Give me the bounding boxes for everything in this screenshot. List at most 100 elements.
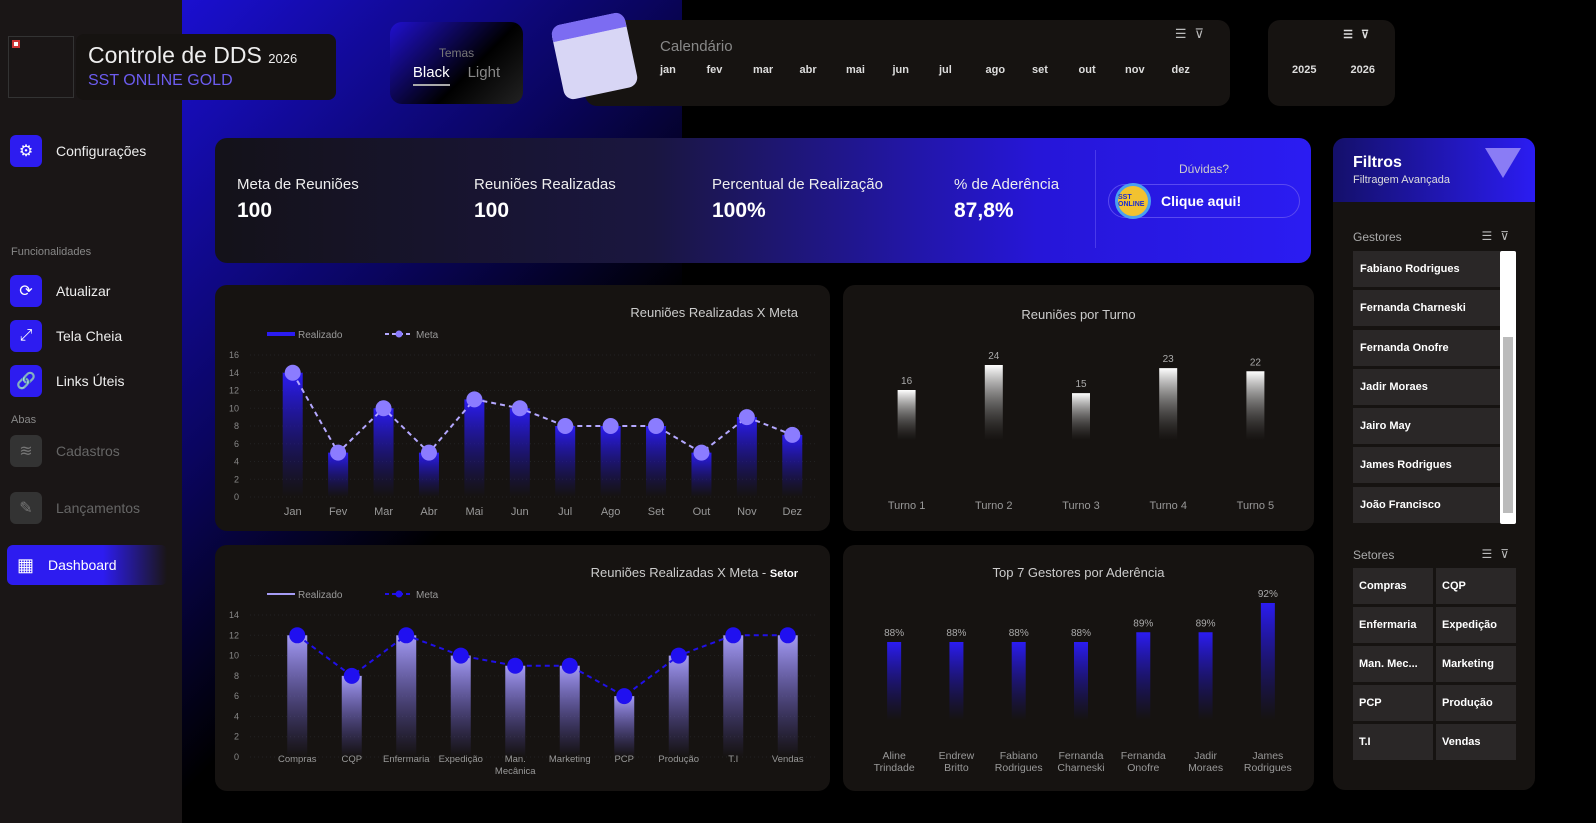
bar[interactable] xyxy=(949,642,964,720)
bar-realizado[interactable] xyxy=(287,635,308,757)
gestores-scrollbar[interactable] xyxy=(1500,251,1516,524)
sidebar-item-configuracoes[interactable]: ⚙ Configurações xyxy=(10,135,146,167)
month-fev[interactable]: fev xyxy=(706,64,723,76)
sidebar-item-cadastros[interactable]: ≋ Cadastros xyxy=(10,435,120,467)
year-2026[interactable]: 2026 xyxy=(1350,64,1375,76)
bar[interactable] xyxy=(984,365,1003,440)
gestor-item[interactable]: Fernanda Onofre xyxy=(1353,329,1516,366)
theme-light[interactable]: Light xyxy=(467,64,501,81)
meta-point[interactable] xyxy=(561,657,578,674)
bar-realizado[interactable] xyxy=(328,452,349,497)
gestor-item[interactable]: Jadir Moraes xyxy=(1353,368,1516,405)
bar-realizado[interactable] xyxy=(723,635,744,757)
sidebar-item-links[interactable]: 🔗 Links Úteis xyxy=(10,365,124,397)
gestor-item[interactable]: James Rodrigues xyxy=(1353,447,1516,484)
gestor-item[interactable]: Fabiano Rodrigues xyxy=(1353,251,1516,287)
setor-item[interactable]: Marketing xyxy=(1436,646,1516,682)
setor-item[interactable]: Vendas xyxy=(1436,724,1516,760)
meta-point[interactable] xyxy=(670,647,687,664)
meta-point[interactable] xyxy=(693,444,710,461)
meta-point[interactable] xyxy=(507,657,524,674)
bar[interactable] xyxy=(1198,632,1213,720)
setor-item[interactable]: T.I xyxy=(1353,724,1433,760)
sidebar-item-atualizar[interactable]: ⟳ Atualizar xyxy=(10,275,110,307)
meta-point[interactable] xyxy=(557,418,574,434)
bar-realizado[interactable] xyxy=(373,408,394,497)
meta-point[interactable] xyxy=(284,364,301,381)
gestor-item[interactable]: João Francisco xyxy=(1353,486,1516,523)
bar-realizado[interactable] xyxy=(418,452,439,497)
theme-black[interactable]: Black xyxy=(412,64,450,86)
setor-item[interactable]: Enfermaria xyxy=(1353,607,1433,643)
bar-realizado[interactable] xyxy=(559,665,580,757)
clear-filter-icon[interactable]: ⊽ xyxy=(1194,26,1212,41)
bar-realizado[interactable] xyxy=(509,408,530,497)
bar-realizado[interactable] xyxy=(782,434,803,497)
month-abr[interactable]: abr xyxy=(799,64,817,76)
clear-filter-icon[interactable]: ⊽ xyxy=(1500,547,1517,561)
scrollbar-thumb[interactable] xyxy=(1503,337,1513,513)
setor-item[interactable]: PCP xyxy=(1353,685,1433,721)
bar-realizado[interactable] xyxy=(600,426,621,497)
bar[interactable] xyxy=(1072,393,1090,440)
meta-point[interactable] xyxy=(330,444,347,461)
month-mai[interactable]: mai xyxy=(846,64,865,76)
meta-point[interactable] xyxy=(511,400,528,417)
month-mar[interactable]: mar xyxy=(753,64,774,76)
month-nov[interactable]: nov xyxy=(1125,64,1145,76)
setor-item[interactable]: Produção xyxy=(1436,685,1516,721)
meta-point[interactable] xyxy=(452,647,469,664)
bar-realizado[interactable] xyxy=(691,452,712,497)
month-ago[interactable]: ago xyxy=(985,64,1006,76)
setor-item[interactable]: Man. Mec... xyxy=(1353,646,1433,682)
meta-point[interactable] xyxy=(648,418,665,434)
bar-realizado[interactable] xyxy=(396,635,417,757)
bar-realizado[interactable] xyxy=(646,426,667,497)
bar[interactable] xyxy=(1246,371,1265,440)
meta-point[interactable] xyxy=(343,667,360,684)
bar-realizado[interactable] xyxy=(505,665,526,757)
bar[interactable] xyxy=(1136,632,1151,720)
multi-select-icon[interactable]: ☰ xyxy=(1481,229,1501,243)
year-2025[interactable]: 2025 xyxy=(1292,64,1317,76)
setor-item[interactable]: Compras xyxy=(1353,568,1433,604)
multi-select-icon[interactable]: ☰ xyxy=(1174,26,1195,41)
clear-filter-icon[interactable]: ⊽ xyxy=(1360,29,1377,41)
meta-point[interactable] xyxy=(738,409,755,426)
meta-point[interactable] xyxy=(725,627,742,644)
bar-realizado[interactable] xyxy=(736,417,757,497)
bar-realizado[interactable] xyxy=(450,655,471,757)
sidebar-item-dashboard[interactable]: ▦ Dashboard xyxy=(7,545,167,585)
meta-point[interactable] xyxy=(289,627,306,644)
multi-select-icon[interactable]: ☰ xyxy=(1343,29,1361,41)
bar-realizado[interactable] xyxy=(614,696,635,757)
setor-item[interactable]: CQP xyxy=(1436,568,1516,604)
sidebar-item-lancamentos[interactable]: ✎ Lançamentos xyxy=(10,492,140,524)
multi-select-icon[interactable]: ☰ xyxy=(1481,547,1501,561)
bar[interactable] xyxy=(1011,642,1026,720)
meta-point[interactable] xyxy=(784,426,801,443)
bar[interactable] xyxy=(897,390,916,440)
month-out[interactable]: out xyxy=(1078,64,1096,76)
meta-point[interactable] xyxy=(779,627,796,644)
month-jul[interactable]: jul xyxy=(939,64,952,76)
gestor-item[interactable]: Fernanda Charneski xyxy=(1353,290,1516,327)
bar-realizado[interactable] xyxy=(464,399,485,497)
bar[interactable] xyxy=(1159,368,1178,440)
meta-point[interactable] xyxy=(602,418,619,434)
setor-item[interactable]: Expedição xyxy=(1436,607,1516,643)
month-jan[interactable]: jan xyxy=(660,64,676,76)
sidebar-item-tela-cheia[interactable]: ⤢ Tela Cheia xyxy=(10,320,122,352)
month-jun[interactable]: jun xyxy=(892,64,910,76)
help-button[interactable]: SST ONLINE Clique aqui! xyxy=(1108,183,1300,219)
meta-point[interactable] xyxy=(466,391,483,408)
bar-realizado[interactable] xyxy=(282,372,303,497)
month-set[interactable]: set xyxy=(1032,64,1048,76)
month-dez[interactable]: dez xyxy=(1171,64,1190,76)
bar-realizado[interactable] xyxy=(341,675,362,757)
gestor-item[interactable]: Jairo May xyxy=(1353,408,1516,445)
bar[interactable] xyxy=(1260,603,1275,720)
bar-realizado[interactable] xyxy=(555,426,576,497)
meta-point[interactable] xyxy=(398,627,415,644)
bar-realizado[interactable] xyxy=(668,655,689,757)
